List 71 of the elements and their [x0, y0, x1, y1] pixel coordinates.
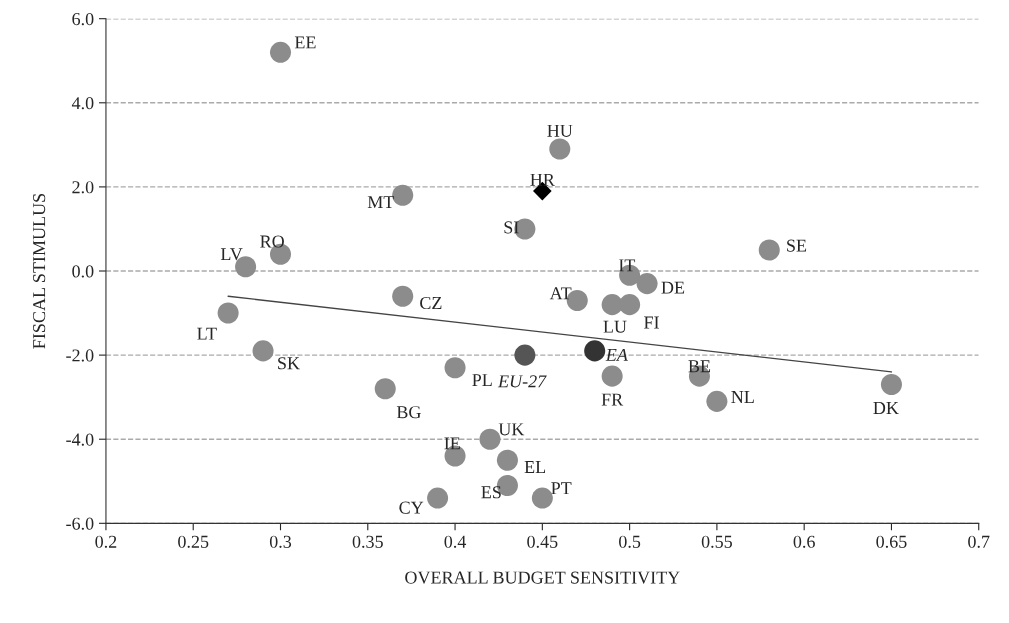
- annotation: FR: [601, 393, 624, 406]
- x-tick-label: 0.25: [178, 535, 209, 548]
- point: [706, 390, 728, 412]
- y-tick-label: 4.0: [71, 97, 94, 110]
- annotation: LV: [220, 248, 243, 261]
- y-tick-label: -6.0: [66, 517, 94, 530]
- annotation: LU: [603, 320, 627, 333]
- y-tick-label: 6.0: [72, 12, 94, 26]
- x-tick-label: 0.7: [968, 535, 990, 548]
- y-axis-title: FISCAL STIMULUS: [33, 193, 46, 349]
- x-tick-label: 0.6: [793, 535, 815, 548]
- annotation: SK: [278, 357, 300, 370]
- x-tick-label: 0.4: [444, 535, 467, 548]
- y-tick-label: -2.0: [66, 349, 94, 362]
- y-tick-label: 2.0: [72, 181, 94, 194]
- annotation: LT: [197, 327, 217, 340]
- x-tick-label: 0.5: [619, 535, 641, 548]
- x-axis-title: OVERALL BUDGET SENSITIVITY: [405, 571, 680, 584]
- annotation: EE: [294, 36, 316, 49]
- annotation: NL: [731, 391, 754, 403]
- point: [758, 239, 780, 261]
- point: [619, 294, 641, 316]
- annotation: PT: [551, 482, 572, 495]
- annotation: SE: [787, 239, 807, 252]
- annotation: EU-27: [497, 375, 547, 388]
- annotation: IE: [444, 437, 460, 450]
- point: [584, 340, 606, 362]
- point: [252, 340, 274, 362]
- annotation: MT: [367, 196, 395, 208]
- x-tick-label: 0.3: [269, 535, 292, 548]
- y-tick-label: -4.0: [66, 433, 94, 446]
- point: [479, 428, 501, 450]
- annotation: EA: [605, 348, 628, 361]
- point: [269, 41, 292, 63]
- annotation: IT: [618, 259, 636, 272]
- annotation: RO: [260, 235, 284, 248]
- annotation: HR: [530, 173, 555, 186]
- annotation: HU: [547, 124, 573, 137]
- x-tick-label: 0.45: [527, 535, 558, 548]
- point: [514, 344, 536, 366]
- x-tick-label: 0.2: [95, 535, 117, 548]
- point: [531, 487, 553, 509]
- x-tick-label: 0.35: [352, 535, 383, 548]
- annotation: BG: [396, 406, 421, 419]
- y-tick-label: 0.0: [72, 265, 94, 278]
- point: [601, 365, 623, 387]
- point: [636, 273, 658, 295]
- point: [496, 449, 518, 471]
- annotation: UK: [498, 423, 525, 436]
- point: [601, 294, 623, 316]
- annotation: DK: [873, 402, 899, 414]
- annotation: EL: [524, 461, 546, 473]
- annotation: ES: [481, 486, 501, 499]
- point: [392, 184, 414, 206]
- point: [392, 285, 414, 307]
- annotation: PL: [472, 374, 492, 386]
- point: [444, 357, 466, 379]
- point: [217, 302, 239, 324]
- annotation: FI: [644, 316, 659, 329]
- point: [549, 138, 571, 160]
- point: [427, 487, 449, 509]
- x-tick-label: 0.65: [876, 535, 907, 548]
- x-tick-label: 0.55: [701, 535, 732, 548]
- annotation: SI: [504, 221, 519, 234]
- annotation: AT: [549, 287, 572, 300]
- point: [880, 374, 902, 396]
- point: [374, 378, 396, 400]
- annotation: BE: [688, 360, 711, 373]
- annotation: DE: [661, 281, 685, 294]
- annotation: CZ: [420, 296, 442, 310]
- annotation: CY: [399, 501, 424, 514]
